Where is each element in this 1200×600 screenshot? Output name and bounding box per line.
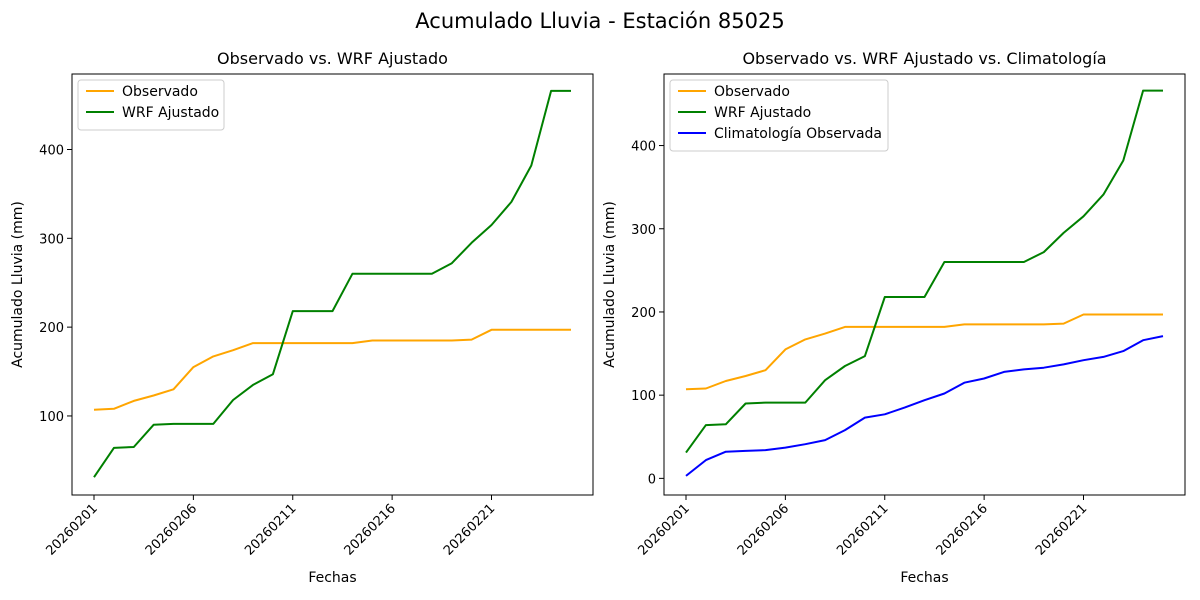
legend-label: WRF Ajustado (714, 105, 811, 121)
x-tick-label: 20260211 (242, 501, 299, 558)
series-line-wrf-ajustado (685, 89, 1163, 454)
x-tick-label: 20260201 (635, 501, 692, 558)
left-subplot: Observado vs. WRF Ajustado 100 200 300 400 20… (10, 49, 594, 586)
series-line-observado (93, 328, 571, 411)
x-tick-label: 20260216 (342, 501, 399, 558)
x-tick-label: 20260211 (834, 501, 891, 558)
legend-box (77, 79, 225, 131)
legend-label: Observado (714, 84, 790, 100)
legend-box (669, 79, 889, 152)
legend-label: Observado (122, 84, 198, 100)
y-axis-title: Acumulado Lluvia (mm) (602, 201, 618, 368)
legend: Observado WRF Ajustado (77, 79, 225, 131)
axes-frame (71, 73, 594, 496)
series-line-climatolog-a-observada (685, 335, 1164, 477)
x-tick-label: 20260221 (1033, 501, 1090, 558)
y-tick-label: 100 (39, 410, 64, 425)
x-tick-label: 20260216 (934, 501, 991, 558)
subplot-title: Observado vs. WRF Ajustado (217, 49, 448, 68)
y-tick-label: 0 (648, 472, 656, 487)
x-tick-label: 20260206 (143, 501, 200, 558)
y-tick-label: 200 (39, 321, 64, 336)
x-tick-label: 20260206 (735, 501, 792, 558)
figure-suptitle: Acumulado Lluvia - Estación 85025 (415, 9, 784, 33)
y-tick-label: 100 (631, 389, 656, 404)
right-subplot: Observado vs. WRF Ajustado vs. Climatolo… (602, 49, 1186, 586)
x-tick-label: 20260221 (441, 501, 498, 558)
legend-label: WRF Ajustado (122, 105, 219, 121)
series-line-wrf-ajustado (93, 89, 571, 478)
y-tick-label: 300 (39, 232, 64, 247)
y-tick-label: 400 (39, 143, 64, 158)
axes-frame (663, 73, 1186, 496)
y-tick-label: 300 (631, 223, 656, 238)
x-axis-title: Fechas (900, 570, 948, 586)
series-line-observado (685, 313, 1163, 391)
y-tick-label: 400 (631, 140, 656, 155)
x-tick-label: 20260201 (43, 501, 100, 558)
y-tick-label: 200 (631, 306, 656, 321)
subplot-title: Observado vs. WRF Ajustado vs. Climatolo… (742, 49, 1106, 68)
legend: Observado WRF Ajustado Climatología Observ… (669, 79, 889, 152)
x-axis-title: Fechas (308, 570, 356, 586)
y-axis-title: Acumulado Lluvia (mm) (10, 201, 26, 368)
legend-label: Climatología Observada (714, 126, 882, 142)
